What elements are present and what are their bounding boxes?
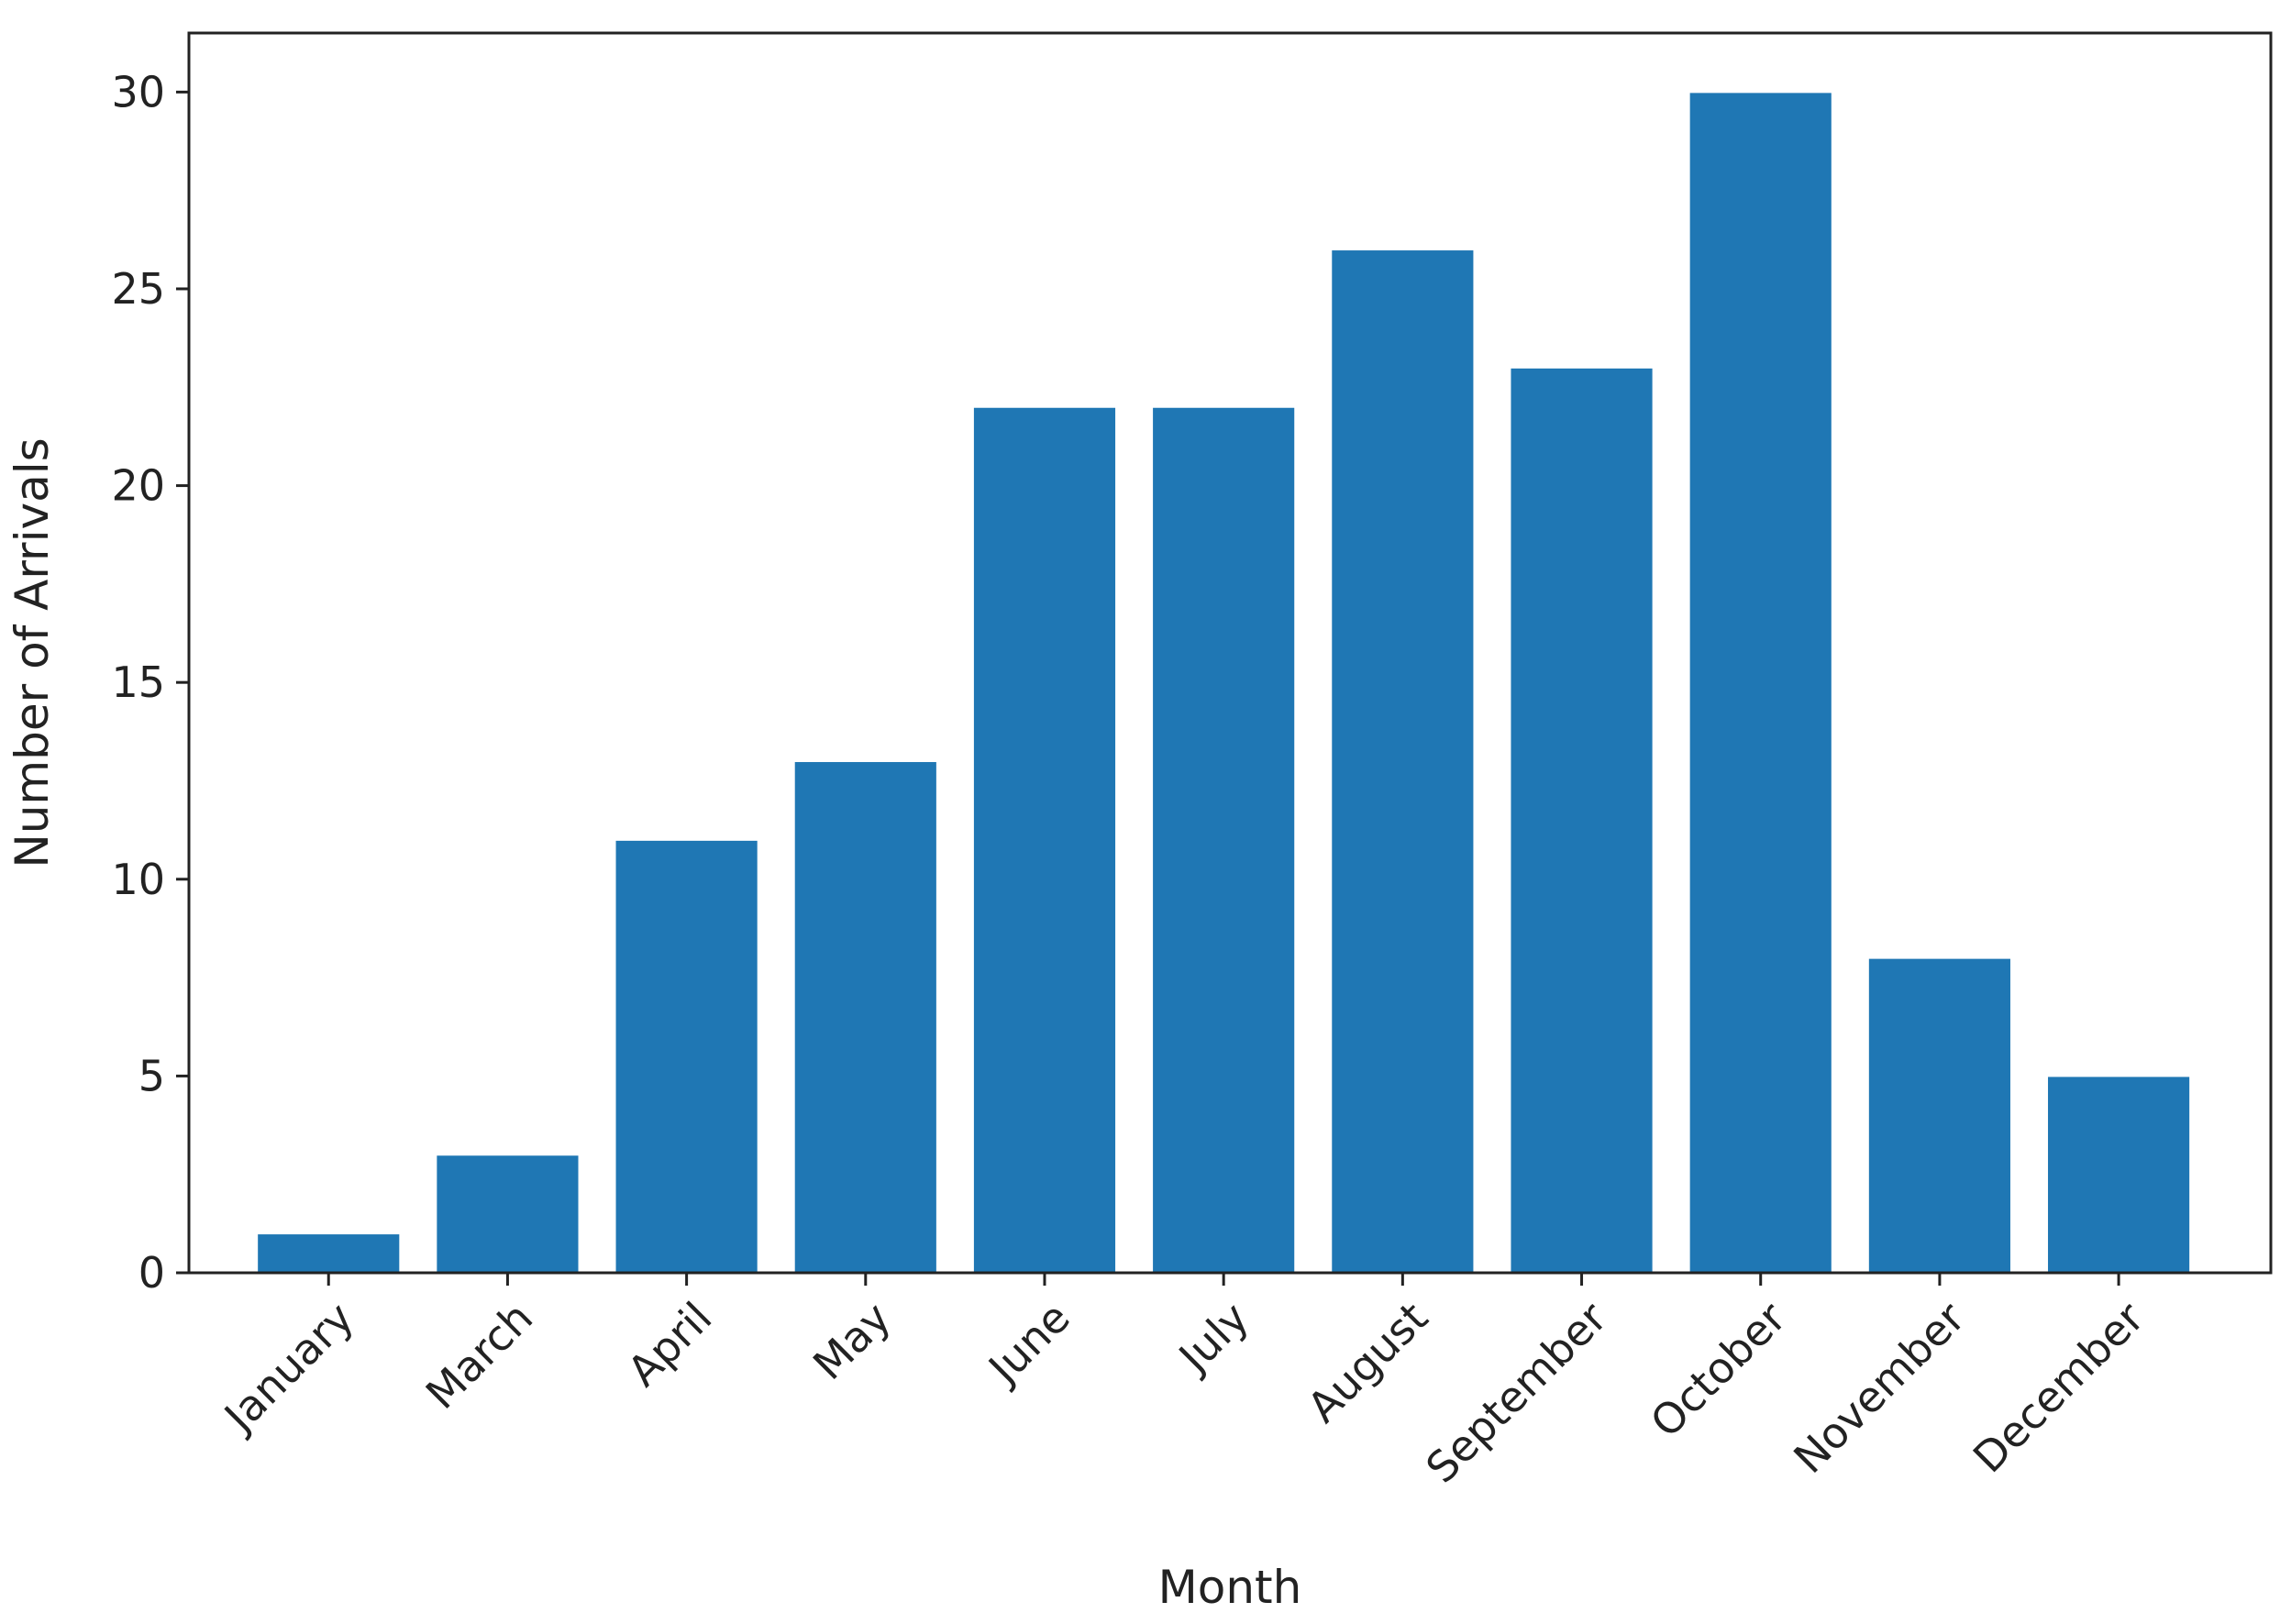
bar-march	[435, 1154, 581, 1274]
x-tick-label: May	[803, 1293, 900, 1389]
y-tick-label: 0	[138, 1248, 165, 1298]
bar-october	[1688, 91, 1833, 1274]
bar-may	[792, 760, 938, 1274]
y-tick-label: 15	[111, 657, 165, 707]
y-tick-label: 25	[111, 264, 165, 314]
bars-layer	[256, 91, 2192, 1275]
x-tick-label: July	[1168, 1293, 1258, 1384]
bar-june	[971, 405, 1118, 1274]
y-tick-label: 20	[111, 461, 165, 511]
y-tick-label: 30	[111, 67, 165, 116]
x-tick-label: November	[1784, 1293, 1974, 1483]
bar-august	[1330, 249, 1476, 1274]
x-tick-label: December	[1964, 1293, 2153, 1483]
x-tick-label: March	[416, 1293, 542, 1419]
bar-january	[256, 1232, 402, 1274]
x-axis-title: Month	[1158, 1561, 1302, 1614]
plot-frame	[187, 31, 2273, 1275]
x-tick-label: June	[978, 1293, 1079, 1395]
bar-december	[2046, 1075, 2192, 1275]
x-axis: January March April May June July AugustSeptem…	[213, 1273, 2153, 1493]
bar-september	[1509, 366, 1655, 1274]
x-tick-label: April	[618, 1293, 722, 1397]
x-tick-label: January	[213, 1293, 363, 1443]
bar-november	[1866, 956, 2012, 1274]
x-tick-label: September	[1416, 1293, 1616, 1493]
x-tick-label: October	[1641, 1293, 1795, 1447]
y-axis-title: Number of Arrivals	[6, 437, 59, 867]
y-tick-label: 10	[111, 855, 165, 904]
y-axis: 0 5 10 15 20 25 30	[111, 67, 189, 1298]
bar-july	[1151, 405, 1297, 1274]
y-tick-label: 5	[138, 1051, 165, 1100]
bar-april	[614, 838, 759, 1274]
x-tick-label: August	[1298, 1293, 1437, 1432]
